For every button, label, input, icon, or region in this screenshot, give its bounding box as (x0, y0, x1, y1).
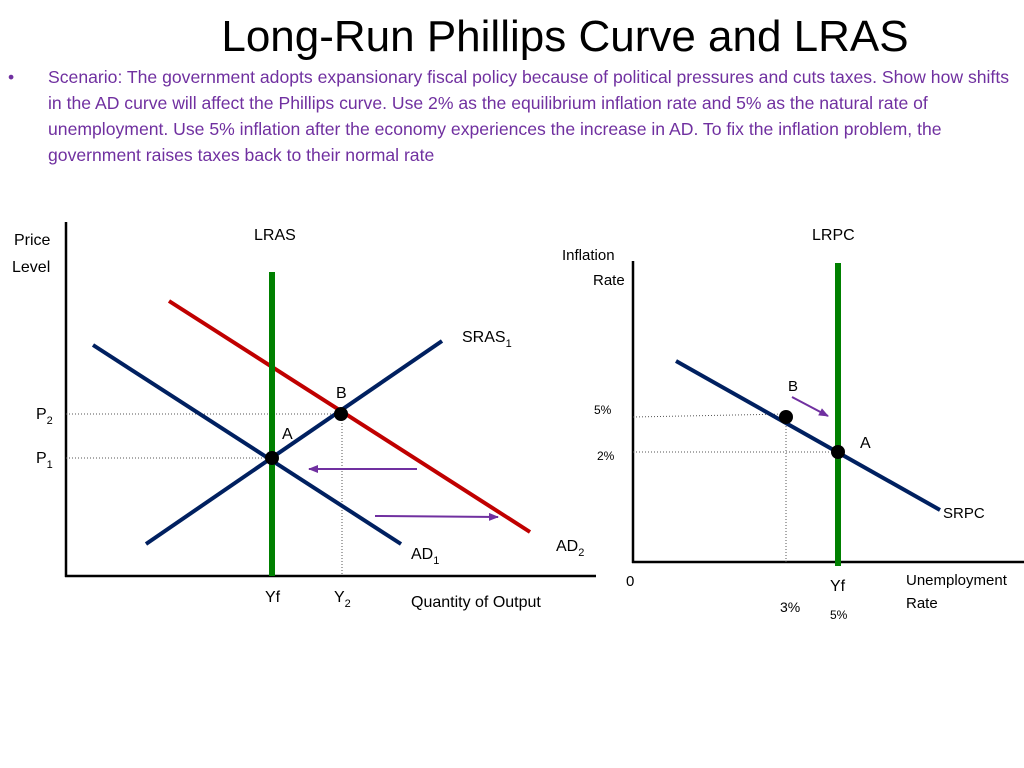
inflation-label-2: Rate (593, 272, 625, 289)
adas-graph: Price Level LRAS SRAS1 B A P2 P1 AD2 AD1… (12, 222, 596, 611)
sras1-curve (144, 339, 444, 546)
ad1-curve (91, 343, 403, 546)
point-b-label: B (336, 385, 347, 402)
origin-label: 0 (626, 573, 634, 590)
p1-label: P1 (36, 450, 53, 471)
sras1-label: SRAS1 (462, 329, 512, 350)
lras-label: LRAS (254, 227, 296, 244)
y2-label: Y2 (334, 589, 351, 610)
ad1-label: AD1 (411, 546, 439, 567)
pc-point-b-label: B (788, 378, 798, 395)
point-a-dot (265, 451, 279, 465)
price-level-label-1: Price (14, 232, 51, 249)
unemployment-label-2: Rate (906, 595, 938, 612)
unemployment-label-1: Unemployment (906, 572, 1008, 589)
yf-label-left: Yf (265, 589, 281, 606)
pc-point-a-label: A (860, 435, 871, 452)
unemp-3-label: 3% (780, 599, 800, 615)
quantity-of-output-label: Quantity of Output (411, 594, 541, 611)
ad2-label: AD2 (556, 538, 584, 559)
pc-point-a-dot (831, 445, 845, 459)
tick-2-percent: 2% (597, 449, 615, 463)
scenario-paragraph: • Scenario: The government adopts expans… (8, 64, 1018, 168)
lrpc-label: LRPC (812, 227, 855, 244)
srpc-curve (675, 359, 941, 512)
point-b-dot (334, 407, 348, 421)
price-level-label-2: Level (12, 259, 50, 276)
shift-right-arrow (374, 512, 499, 521)
point-a-label: A (282, 426, 293, 443)
scenario-text: Scenario: The government adopts expansio… (48, 67, 1010, 165)
inflation-label-1: Inflation (562, 247, 615, 264)
tick-5-percent: 5% (594, 403, 612, 417)
ad2-curve (167, 299, 532, 534)
p2-label: P2 (36, 406, 53, 427)
unemp-5-label: 5% (830, 608, 848, 622)
b-to-a-arrow (791, 396, 829, 417)
pc-point-b-dot (779, 410, 793, 424)
slide-title: Long-Run Phillips Curve and LRAS (221, 12, 909, 61)
phillips-graph: LRPC Inflation Rate B A 5% 2% SRPC 0 Yf … (562, 227, 1024, 622)
yf-label-right: Yf (830, 578, 846, 595)
bullet-glyph: • (8, 67, 15, 87)
srpc-label: SRPC (943, 505, 985, 522)
inflation-5-guide (632, 413, 787, 418)
